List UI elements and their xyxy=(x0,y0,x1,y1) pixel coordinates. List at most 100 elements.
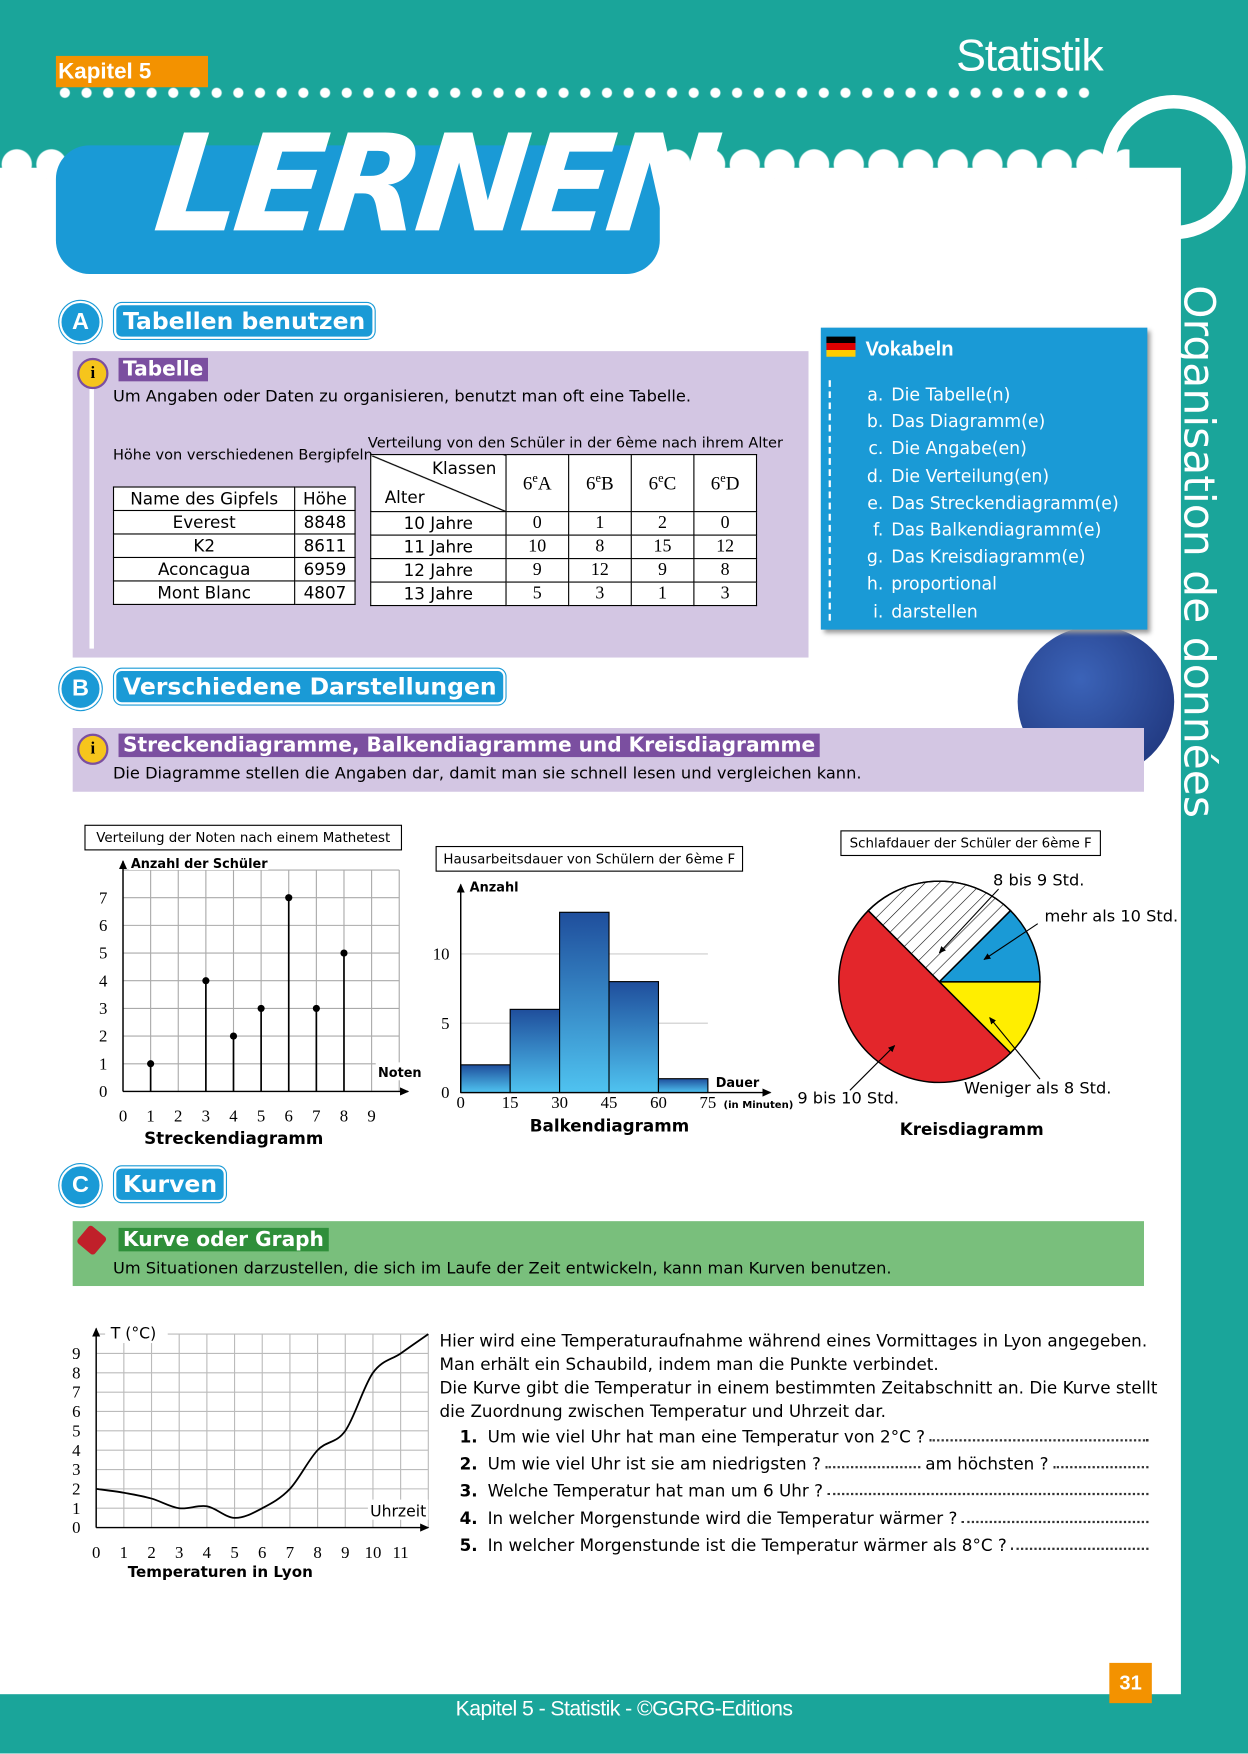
y-tick-label: 5 xyxy=(72,1421,80,1440)
x-tick-label: 7 xyxy=(286,1543,294,1562)
answer-line xyxy=(1011,1535,1149,1550)
table-cell: 2 xyxy=(630,511,695,536)
chart-title-box xyxy=(84,824,403,851)
section-title: Verschiedene Darstellungen xyxy=(114,668,506,705)
question-number: 5. xyxy=(459,1535,478,1556)
question-text: Welche Temperatur hat man um 6 Uhr ? xyxy=(487,1481,824,1502)
table: Name des Gipfels Höhe Everest 8848 K2 8611 Aco… xyxy=(112,486,356,605)
x-tick-label: 0 xyxy=(457,1093,465,1112)
x-tick-label: 7 xyxy=(312,1107,320,1126)
table-row: Name des Gipfels Höhe xyxy=(112,486,356,512)
y-tick-label: 3 xyxy=(72,1460,80,1479)
section-title: Tabellen benutzen xyxy=(114,303,375,339)
x-tick-label: 4 xyxy=(203,1543,212,1562)
y-axis-label: T (°C) xyxy=(110,1324,156,1343)
grade-sup: e xyxy=(720,471,726,485)
label-bg xyxy=(105,1322,168,1344)
table-row: Klassen Alter 6eA 6eB 6e C 6eD xyxy=(370,454,758,513)
chart-title-box xyxy=(840,830,1101,857)
label-bg xyxy=(367,1499,429,1520)
chart-title: Hausarbeitsdauer von Schülern der 6ème F xyxy=(443,851,735,867)
x-tick-label: 6 xyxy=(285,1107,293,1126)
table-holder: Name des Gipfels Höhe Everest 8848 K2 8611 Aco… xyxy=(112,486,356,605)
chart-caption: Balkendiagramm xyxy=(530,1116,689,1136)
x-tick-label: 0 xyxy=(119,1107,127,1126)
stem-dot xyxy=(202,977,210,985)
vocab-letter: d. xyxy=(866,465,884,486)
y-tick-label: 5 xyxy=(441,1014,449,1033)
pie-pointer xyxy=(983,923,1039,960)
info-title: Streckendiagramme, Balkendiagramme und K… xyxy=(118,733,820,758)
info-bar xyxy=(89,384,94,649)
y-tick-label: 1 xyxy=(72,1499,80,1518)
x-tick-label: 15 xyxy=(502,1093,519,1112)
table-row: 12 Jahre 9 12 9 8 xyxy=(370,558,758,583)
question: 5. In welcher Morgenstunde ist die Temper… xyxy=(460,1535,1153,1555)
x-tick-label: 0 xyxy=(92,1543,100,1562)
answer-line xyxy=(929,1427,1149,1442)
y-tick-label: 0 xyxy=(441,1083,449,1102)
table-row: Mont Blanc 4807 xyxy=(112,580,356,605)
question-number: 3. xyxy=(459,1481,478,1502)
vocab-letter: g. xyxy=(866,547,884,568)
table-header: 6eD xyxy=(693,454,758,513)
x-tick-label: 9 xyxy=(341,1543,349,1562)
x-tick-label: 8 xyxy=(313,1543,321,1562)
x-axis-label: Noten xyxy=(378,1066,422,1081)
class: A xyxy=(537,472,552,494)
stem-dot xyxy=(285,894,293,902)
stem-dot xyxy=(257,1004,265,1012)
vocab-text: Das Streckendiagramm(e) xyxy=(891,492,1119,514)
class: C xyxy=(663,472,677,494)
y-tick-label: 0 xyxy=(99,1082,107,1101)
y-tick-label: 8 xyxy=(72,1363,80,1382)
table-corner: Klassen Alter xyxy=(370,454,507,513)
vocab-text: Das Balkendiagramm(e) xyxy=(891,520,1102,541)
table-cell: 4807 xyxy=(294,580,356,605)
table-caption: Höhe von verschiedenen Bergipfeln xyxy=(112,447,373,465)
info-text: Die Diagramme stellen die Angaben dar, d… xyxy=(112,764,862,783)
class: B xyxy=(601,472,614,494)
question: 3. Welche Temperatur hat man um 6 Uhr ? xyxy=(460,1481,1153,1501)
y-tick-label: 9 xyxy=(72,1344,80,1363)
vocab-letter: e. xyxy=(867,492,884,514)
chart-caption: Temperaturen in Lyon xyxy=(128,1563,313,1581)
section-letter: A xyxy=(59,300,102,344)
x-tick-label: 3 xyxy=(202,1107,210,1126)
answer-line xyxy=(1052,1454,1149,1469)
x-tick-label: 60 xyxy=(650,1093,667,1112)
table-header: 6eB xyxy=(567,454,632,513)
vocab-text: darstellen xyxy=(891,601,978,622)
vocab-box xyxy=(820,327,1148,630)
stem-dot xyxy=(340,949,348,957)
vocab-letter: f. xyxy=(873,520,884,541)
table-header: 6eA xyxy=(505,454,570,513)
table-cell: 1 xyxy=(567,511,632,536)
question-text: Um wie viel Uhr ist sie am niedrigsten ? xyxy=(487,1453,821,1475)
question: 2. Um wie viel Uhr ist sie am niedrigsten… xyxy=(460,1454,1153,1474)
flag xyxy=(826,336,856,357)
table-header: Höhe xyxy=(294,486,356,512)
paragraph-line: Man erhält ein Schaubild, indem man die … xyxy=(439,1354,939,1375)
table-cell: 9 xyxy=(505,558,570,583)
question-text: In welcher Morgenstunde ist die Temperat… xyxy=(487,1535,1007,1556)
vocab-text: Die Tabelle(n) xyxy=(891,384,1011,405)
x-axis-label: Uhrzeit xyxy=(370,1501,426,1520)
table-cell: 5 xyxy=(505,581,570,607)
x-tick-label: 75 xyxy=(700,1093,717,1112)
vocab-letter: i. xyxy=(873,601,884,622)
label-bg xyxy=(128,854,269,871)
grade: 6 xyxy=(710,472,721,494)
pie-pointer xyxy=(849,1045,896,1091)
stem-dot xyxy=(229,1032,238,1040)
table: Klassen Alter 6eA 6eB 6eC 6eD 10 Jahre 0 1 2 0 11 J… xyxy=(370,454,758,607)
corner-bottom: Alter xyxy=(384,487,425,508)
y-tick-label: 4 xyxy=(72,1441,81,1460)
section-title: Kurven xyxy=(114,1166,226,1203)
x-tick-label: 30 xyxy=(551,1093,568,1112)
vocab-text: Die Angabe(en) xyxy=(891,438,1027,459)
x-tick-label: 4 xyxy=(229,1107,238,1126)
curve xyxy=(96,1333,429,1519)
vocab-letter: a. xyxy=(867,384,884,405)
paragraph-line: Hier wird eine Temperaturaufnahme währen… xyxy=(439,1330,1148,1351)
